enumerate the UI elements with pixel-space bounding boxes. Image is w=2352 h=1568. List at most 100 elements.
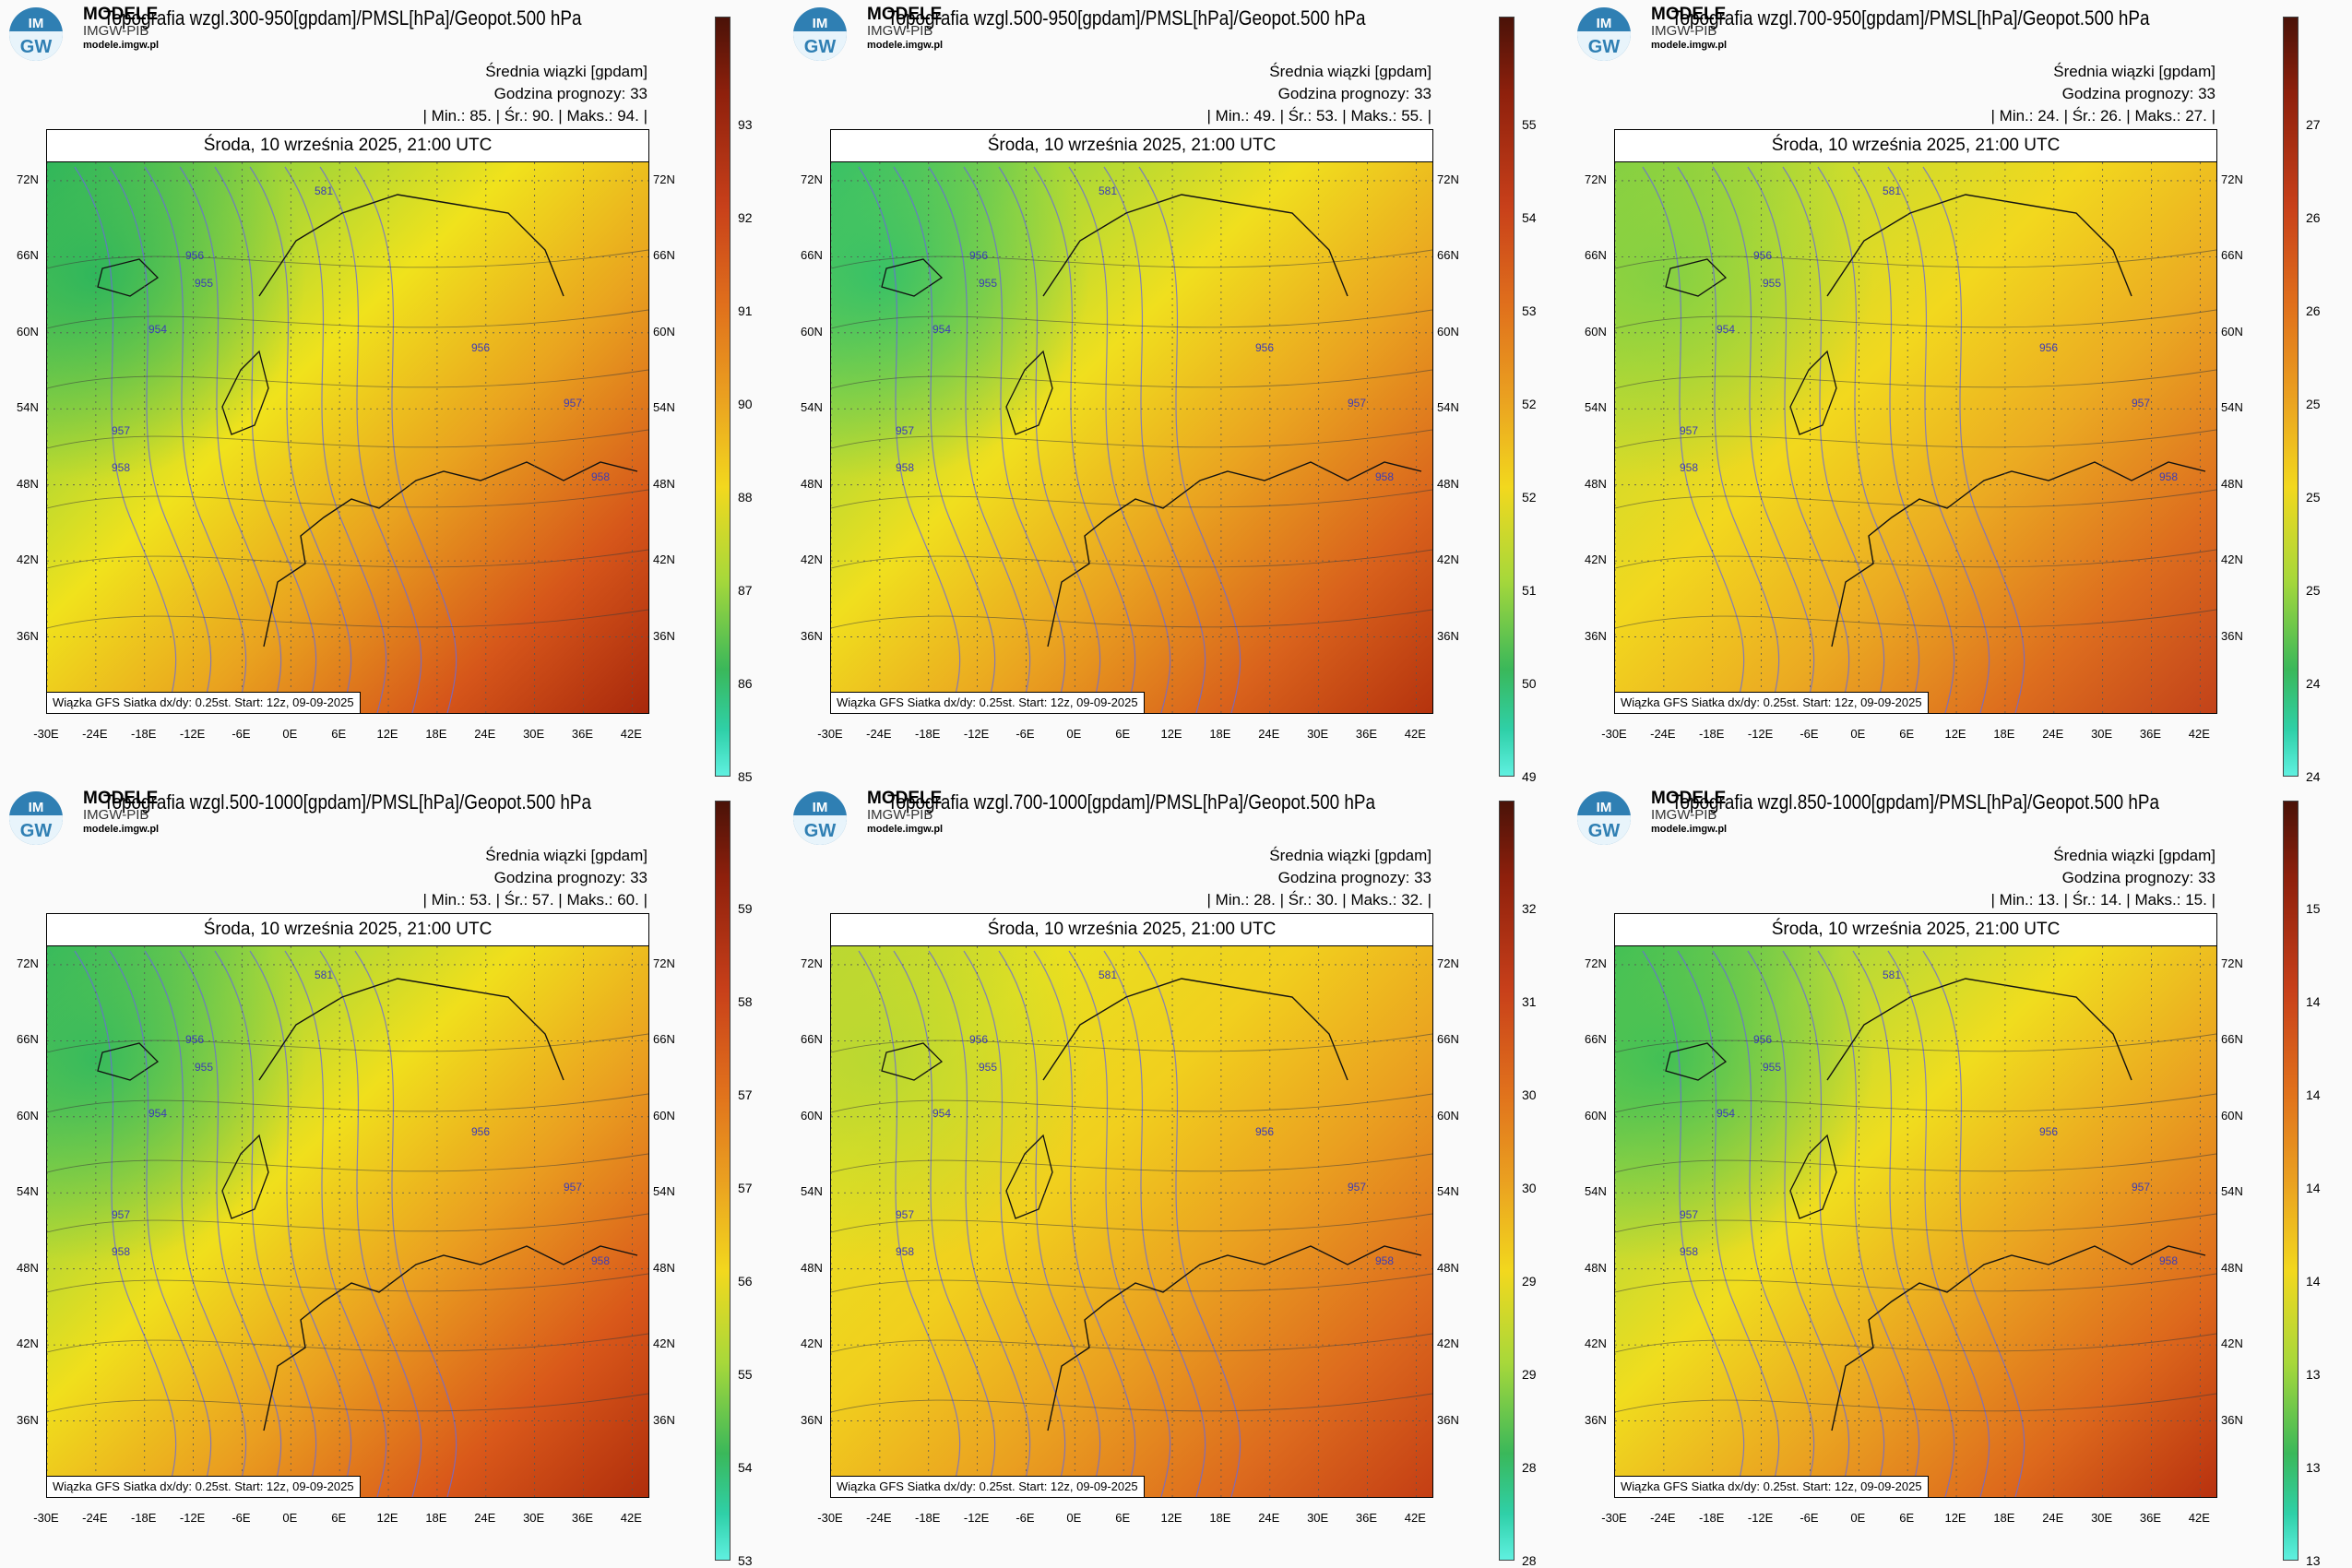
contour-label: 954	[932, 323, 951, 336]
pressure-isobar	[831, 369, 1432, 389]
geopotential-contour	[1712, 950, 1815, 1497]
scale-tick-label: 51	[1522, 583, 1537, 598]
logo-text-top: IM	[1596, 800, 1612, 815]
longitude-label: -18E	[130, 1511, 157, 1525]
pressure-isobar	[831, 1093, 1432, 1113]
longitude-label: 6E	[1115, 727, 1131, 741]
longitude-label: -30E	[1601, 1511, 1627, 1525]
latitude-label: 72N	[801, 956, 823, 970]
latitude-label: 60N	[1585, 1108, 1607, 1123]
longitude-label: 0E	[282, 1511, 298, 1525]
logo-text-bottom: GW	[19, 37, 53, 57]
scale-tick-label: 86	[738, 676, 753, 691]
contour-label: 958	[2159, 470, 2178, 483]
latitude-label: 72N	[1437, 172, 1459, 186]
pressure-isobar	[47, 489, 648, 509]
scale-tick-label: 26	[2306, 210, 2321, 225]
geopotential-contour	[1103, 950, 1206, 1497]
geopotential-contour	[249, 166, 352, 713]
longitude-label: -18E	[1698, 727, 1725, 741]
geopotential-contour	[858, 950, 961, 1497]
coastline-iceland	[881, 1042, 944, 1081]
color-scale-bar	[715, 17, 731, 777]
longitude-label: -30E	[33, 727, 59, 741]
geopotential-contour	[858, 166, 961, 713]
map-panel: IM GW MODELE IMGW-PIB modele.imgw.pl Top…	[0, 784, 784, 1568]
pressure-isobar	[831, 1273, 1432, 1293]
geopotential-contour	[1138, 950, 1241, 1497]
longitude-label: -6E	[232, 727, 251, 741]
coastline-britain	[221, 350, 269, 435]
geopotential-contour	[1922, 166, 2025, 713]
latitude-label: 60N	[2221, 1108, 2243, 1123]
imgw-logo: IM GW	[9, 791, 63, 845]
geopotential-contour	[1677, 166, 1780, 713]
pressure-isobar	[1615, 1213, 2216, 1233]
latitude-label: 60N	[653, 324, 675, 339]
latitude-label: 66N	[653, 248, 675, 263]
longitude-label: 36E	[1355, 727, 1378, 741]
scale-tick-label: 52	[1522, 490, 1537, 505]
latitude-label: 60N	[17, 1108, 39, 1123]
contour-label: 956	[1255, 341, 1274, 354]
contour-label: 956	[2039, 341, 2058, 354]
contour-label: 956	[471, 1125, 490, 1138]
scale-tick-label: 25	[2306, 397, 2321, 411]
scale-tick-label: 24	[2306, 769, 2321, 784]
geopotential-contour	[1782, 950, 1885, 1497]
contour-label: 957	[896, 424, 914, 437]
latitude-label: 48N	[801, 476, 823, 491]
geopotential-contour	[1887, 166, 1990, 713]
pressure-isobar	[831, 249, 1432, 269]
latitude-label: 36N	[17, 1412, 39, 1427]
longitude-label: -30E	[817, 1511, 843, 1525]
longitude-label: -30E	[1601, 727, 1627, 741]
longitude-label: -18E	[914, 1511, 941, 1525]
pressure-isobar	[831, 489, 1432, 509]
scale-tick-label: 57	[738, 1181, 753, 1195]
scale-tick-label: 28	[1522, 1460, 1537, 1475]
latitude-label: 66N	[17, 248, 39, 263]
contour-label: 958	[112, 1245, 130, 1258]
longitude-label: -6E	[1800, 727, 1819, 741]
field-label: Średnia wiązki [gpdam]	[1269, 63, 1431, 80]
longitude-label: -6E	[1800, 1511, 1819, 1525]
longitude-label: 12E	[376, 727, 398, 741]
geopotential-contour	[74, 166, 177, 713]
latitude-label: 42N	[801, 1336, 823, 1351]
contour-label: 581	[315, 968, 333, 981]
geopotential-contour	[963, 166, 1066, 713]
latitude-label: 72N	[801, 172, 823, 186]
map-field: 956 955 954 957 958 581 956 957 958	[47, 914, 648, 1497]
geopotential-contour	[1922, 950, 2025, 1497]
brand-name: MODELE	[867, 789, 943, 808]
longitude-label: -6E	[1016, 727, 1035, 741]
coastline-scandinavia	[1042, 978, 1348, 1081]
geopotential-contour	[928, 166, 1031, 713]
longitude-label: 30E	[2091, 727, 2113, 741]
scale-tick-label: 55	[738, 1367, 753, 1382]
latitude-label: 72N	[2221, 172, 2243, 186]
scale-tick-label: 30	[1522, 1087, 1537, 1102]
latitude-label: 60N	[17, 324, 39, 339]
longitude-label: -12E	[1747, 1511, 1774, 1525]
pressure-isobar	[831, 1033, 1432, 1053]
longitude-label: 30E	[523, 727, 545, 741]
scale-tick-label: 13	[2306, 1553, 2321, 1568]
pressure-isobar	[1615, 309, 2216, 329]
contour-label: 955	[195, 277, 213, 290]
brand-name: MODELE	[83, 789, 159, 808]
info-block: Średnia wiązki [gpdam] Godzina prognozy:…	[423, 845, 647, 911]
scale-tick-label: 24	[2306, 676, 2321, 691]
map-area: 956 955 954 957 958 581 956 957 958 Środa, 10 wr…	[1614, 129, 2217, 714]
map-panel: IM GW MODELE IMGW-PIB modele.imgw.pl Top…	[0, 0, 784, 784]
latitude-label: 72N	[1585, 956, 1607, 970]
pressure-isobar	[47, 549, 648, 569]
longitude-label: 42E	[620, 1511, 642, 1525]
latitude-label: 36N	[801, 628, 823, 643]
geopotential-contour	[144, 950, 247, 1497]
longitude-label: -18E	[1698, 1511, 1725, 1525]
scale-tick-label: 14	[2306, 1087, 2321, 1102]
latitude-label: 48N	[1437, 1260, 1459, 1275]
latitude-label: 36N	[801, 1412, 823, 1427]
